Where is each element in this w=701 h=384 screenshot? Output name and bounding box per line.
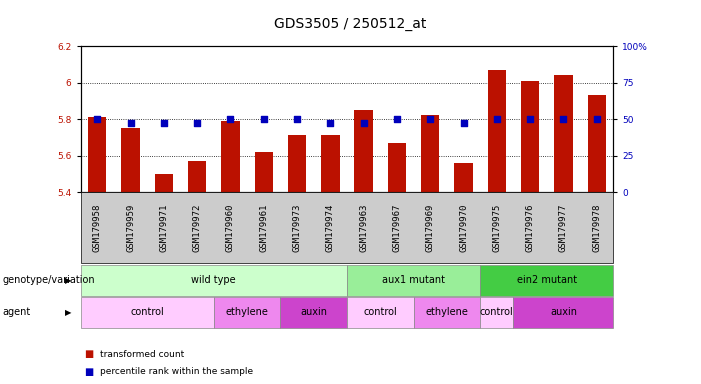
Point [558,116,569,122]
Text: GSM179963: GSM179963 [359,204,368,252]
Point [358,120,369,126]
Bar [254,152,273,192]
Text: ein2 mutant: ein2 mutant [517,275,577,285]
Text: GSM179961: GSM179961 [259,204,268,252]
Bar [222,121,240,192]
Point [225,116,236,122]
Text: GSM179974: GSM179974 [326,204,335,252]
Text: GSM179959: GSM179959 [126,204,135,252]
Text: GSM179958: GSM179958 [93,204,102,252]
Text: auxin: auxin [300,307,327,317]
Bar [155,174,173,192]
Text: auxin: auxin [550,307,577,317]
Text: ethylene: ethylene [426,307,468,317]
Text: control: control [130,307,164,317]
Text: GSM179960: GSM179960 [226,204,235,252]
Text: transformed count: transformed count [100,350,184,359]
Point [258,116,269,122]
Point [391,116,402,122]
Text: ■: ■ [84,367,93,377]
Text: ▶: ▶ [64,276,72,285]
Point [125,120,136,126]
Text: control: control [363,307,397,317]
Bar [488,70,506,192]
Bar [321,136,339,192]
Text: agent: agent [2,307,30,317]
Bar [88,117,107,192]
Text: GSM179969: GSM179969 [426,204,435,252]
Text: GSM179973: GSM179973 [292,204,301,252]
Text: GSM179977: GSM179977 [559,204,568,252]
Text: GSM179978: GSM179978 [592,204,601,252]
Text: wild type: wild type [191,275,236,285]
Bar [421,115,440,192]
Text: ▶: ▶ [64,308,72,317]
Text: aux1 mutant: aux1 mutant [382,275,445,285]
Point [591,116,602,122]
Text: ■: ■ [84,349,93,359]
Text: GSM179976: GSM179976 [526,204,535,252]
Point [458,120,469,126]
Point [292,116,303,122]
Text: GSM179967: GSM179967 [393,204,402,252]
Point [491,116,503,122]
Bar [587,95,606,192]
Point [425,116,436,122]
Bar [454,163,472,192]
Text: genotype/variation: genotype/variation [2,275,95,285]
Point [92,116,103,122]
Point [325,120,336,126]
Text: GDS3505 / 250512_at: GDS3505 / 250512_at [274,17,427,31]
Text: GSM179972: GSM179972 [193,204,202,252]
Bar [121,128,139,192]
Point [158,120,170,126]
Text: ethylene: ethylene [226,307,268,317]
Text: control: control [480,307,514,317]
Text: GSM179971: GSM179971 [159,204,168,252]
Bar [355,110,373,192]
Bar [521,81,539,192]
Point [191,120,203,126]
Text: percentile rank within the sample: percentile rank within the sample [100,367,252,376]
Bar [554,75,573,192]
Bar [288,136,306,192]
Bar [388,143,406,192]
Text: GSM179975: GSM179975 [492,204,501,252]
Bar [188,161,206,192]
Text: GSM179970: GSM179970 [459,204,468,252]
Point [524,116,536,122]
